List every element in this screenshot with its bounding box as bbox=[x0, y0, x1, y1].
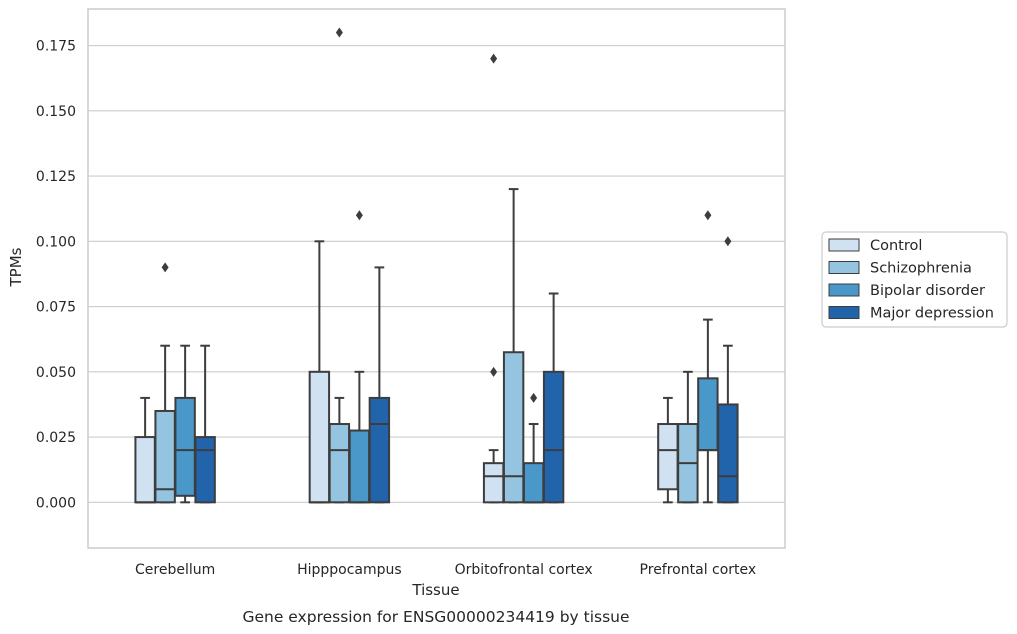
box-rect bbox=[368, 396, 391, 504]
outlier-marker bbox=[161, 262, 169, 273]
box-bipolar-disorder-cerebellum bbox=[174, 344, 196, 504]
legend-items: Control Schizophrenia Bipolar disorder Majo… bbox=[828, 238, 994, 322]
box-rect bbox=[134, 436, 156, 504]
legend-swatch bbox=[828, 306, 860, 319]
box-major-depression-prefrontal-cortex bbox=[717, 236, 739, 504]
legend-item-schizophrenia: Schizophrenia bbox=[828, 261, 972, 277]
x-tick-label: Cerebellum bbox=[135, 562, 215, 578]
box-rect bbox=[194, 436, 216, 504]
y-tick-label: 0.150 bbox=[36, 104, 76, 120]
plot-area-frame bbox=[87, 8, 786, 549]
legend-label: Control bbox=[870, 238, 922, 254]
y-tick-label: 0.025 bbox=[36, 430, 76, 446]
box-control-prefrontal-cortex bbox=[657, 396, 679, 504]
legend-item-control: Control bbox=[828, 238, 922, 254]
y-tick-label: 0.000 bbox=[36, 495, 76, 511]
legend-label: Major depression bbox=[870, 306, 994, 322]
box-bipolar-disorder-orbitofrontal-cortex bbox=[522, 392, 545, 504]
x-tick-label: Orbitofrontal cortex bbox=[455, 562, 593, 578]
legend-label: Schizophrenia bbox=[870, 261, 972, 277]
x-axis-title: Tissue bbox=[411, 581, 459, 599]
box-major-depression-cerebellum bbox=[194, 344, 216, 504]
legend-frame bbox=[821, 231, 1008, 328]
legend: Control Schizophrenia Bipolar disorder Majo… bbox=[821, 231, 1008, 328]
legend-swatch bbox=[828, 283, 860, 297]
box-rect bbox=[308, 370, 331, 504]
box-rect bbox=[542, 370, 565, 504]
box-rect bbox=[502, 351, 525, 504]
box-rect bbox=[717, 403, 739, 504]
x-tick-label: Prefrontal cortex bbox=[640, 562, 757, 578]
outlier-marker bbox=[724, 236, 732, 247]
box-rect bbox=[174, 396, 196, 497]
y-axis-title: TPMs bbox=[7, 247, 25, 287]
box-schizophrenia-orbitofrontal-cortex bbox=[502, 188, 525, 504]
outlier-marker bbox=[335, 27, 343, 38]
x-tick-labels: Cerebellum Hipppocampus Orbitofrontal cort… bbox=[135, 562, 756, 578]
legend-item-bipolar-disorder: Bipolar disorder bbox=[828, 283, 985, 299]
outlier-marker bbox=[490, 366, 498, 377]
box-rect bbox=[328, 423, 351, 504]
y-tick-labels: 0.000 0.025 0.050 0.075 0.100 0.125 0.150 0.175 bbox=[36, 39, 76, 512]
box-rect bbox=[482, 462, 505, 504]
box-rect bbox=[348, 429, 371, 504]
box-rect bbox=[697, 377, 719, 452]
y-tick-label: 0.175 bbox=[36, 39, 76, 55]
outlier-marker bbox=[355, 210, 363, 221]
box-rect bbox=[522, 462, 545, 504]
legend-label: Bipolar disorder bbox=[870, 283, 985, 299]
box-bipolar-disorder-hipppocampus bbox=[348, 210, 371, 504]
box-schizophrenia-prefrontal-cortex bbox=[677, 370, 699, 504]
outlier-marker bbox=[704, 210, 712, 221]
box-major-depression-orbitofrontal-cortex bbox=[542, 292, 565, 504]
outlier-marker bbox=[490, 53, 498, 64]
legend-swatch bbox=[828, 261, 860, 274]
x-tick-label: Hipppocampus bbox=[297, 562, 402, 578]
y-tick-label: 0.050 bbox=[36, 365, 76, 381]
box-rect bbox=[657, 423, 679, 491]
boxes bbox=[134, 27, 739, 504]
y-tick-label: 0.075 bbox=[36, 300, 76, 316]
box-major-depression-hipppocampus bbox=[368, 266, 391, 504]
legend-item-major-depression: Major depression bbox=[828, 306, 994, 322]
y-tick-label: 0.100 bbox=[36, 234, 76, 250]
box-control-cerebellum bbox=[134, 396, 156, 504]
y-tick-label: 0.125 bbox=[36, 169, 76, 185]
figure-caption: Gene expression for ENSG00000234419 by t… bbox=[242, 608, 629, 626]
outlier-marker bbox=[530, 392, 538, 403]
legend-swatch bbox=[828, 238, 860, 252]
